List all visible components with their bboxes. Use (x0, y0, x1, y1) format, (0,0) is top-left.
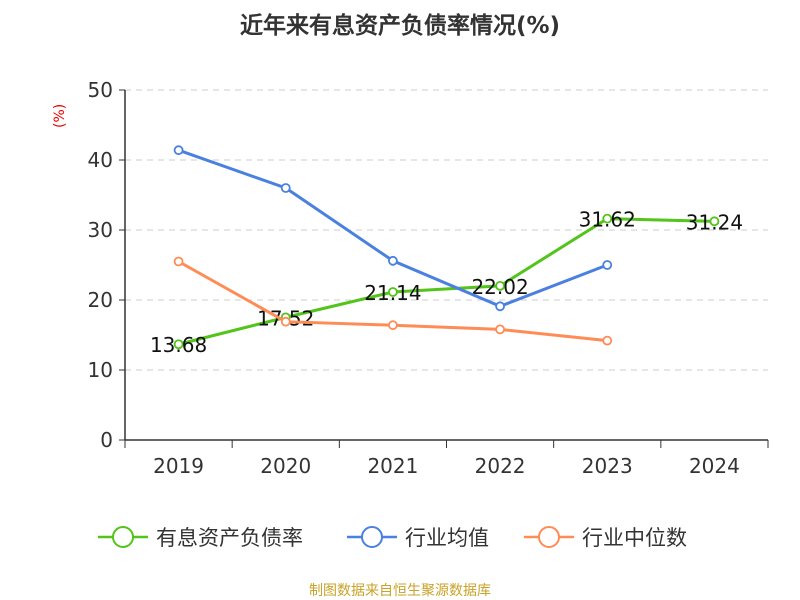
data-point (173, 145, 184, 156)
x-tick-label: 2020 (260, 454, 311, 478)
legend-marker (361, 526, 383, 548)
x-tick-label: 2024 (689, 454, 740, 478)
y-tick-label: 0 (100, 428, 113, 452)
chart-title: 近年来有息资产负债率情况(%) (239, 13, 561, 39)
data-point (173, 339, 184, 350)
series-line-0 (178, 217, 715, 346)
data-label: 22.02 (471, 275, 528, 299)
data-point (388, 287, 398, 297)
legend-label: 有息资产负债率 (156, 526, 303, 550)
data-point (388, 320, 398, 331)
x-tick-label: 2021 (367, 454, 418, 478)
legend-label: 行业中位数 (582, 526, 687, 550)
x-tick-label: 2023 (582, 454, 633, 478)
data-point (602, 335, 613, 346)
y-tick-label: 40 (88, 148, 113, 172)
data-point (709, 216, 720, 227)
x-tick-label: 2022 (475, 454, 526, 478)
data-point (602, 213, 613, 224)
legend-marker (112, 526, 134, 548)
y-tick-label: 10 (88, 358, 113, 382)
x-tick-label: 2019 (153, 454, 204, 478)
y-tick-label: 30 (88, 218, 113, 242)
data-label: 31.24 (686, 210, 743, 234)
y-tick-label: 50 (88, 78, 113, 102)
data-point (280, 316, 291, 327)
legend-label: 行业均值 (405, 526, 489, 550)
source-note: 制图数据来自恒生聚源数据库 (309, 583, 491, 599)
data-point (173, 256, 184, 267)
data-point (388, 255, 398, 266)
y-tick-label: 20 (88, 288, 113, 312)
data-label: 31.62 (579, 208, 636, 232)
data-point (280, 183, 291, 193)
legend-marker (538, 526, 560, 548)
data-label: 21.14 (364, 281, 421, 305)
data-point (602, 260, 613, 270)
data-label: 13.68 (150, 333, 207, 357)
data-point (495, 324, 505, 335)
data-point (495, 301, 505, 312)
data-point (495, 280, 505, 291)
